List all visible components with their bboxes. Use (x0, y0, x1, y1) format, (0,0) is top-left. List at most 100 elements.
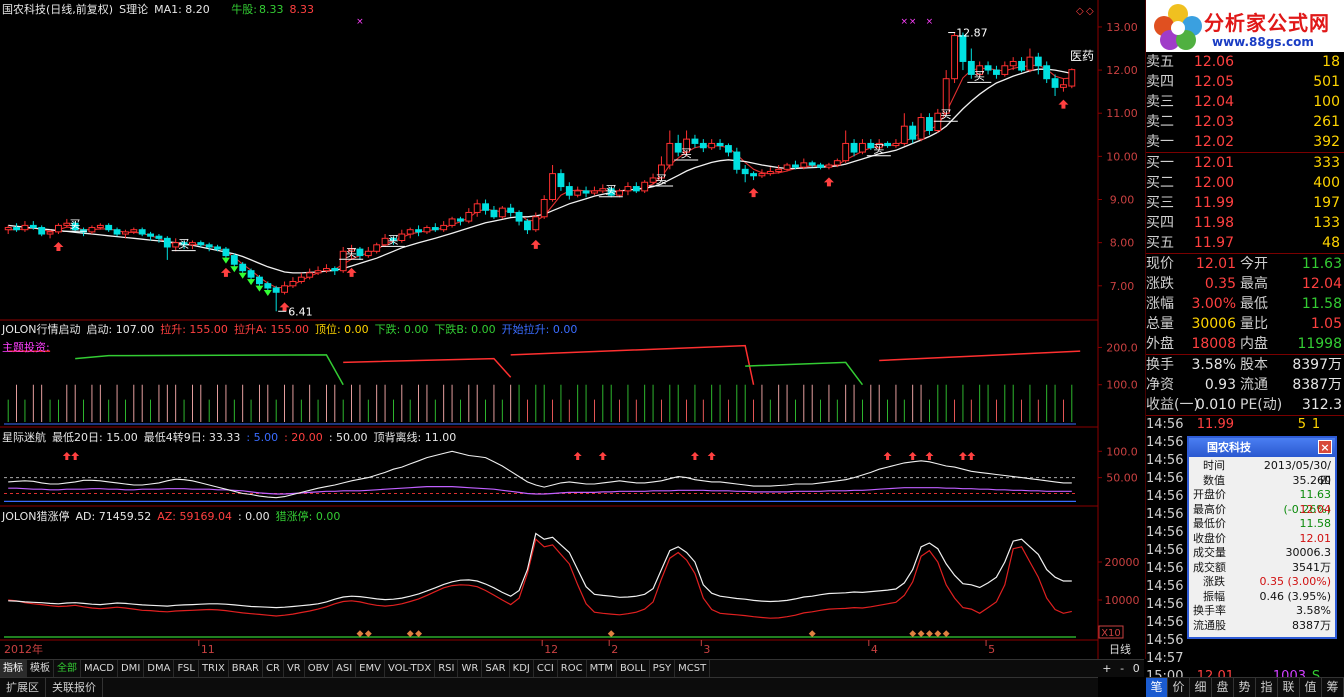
detail-tab-6[interactable]: 联 (1278, 678, 1300, 697)
bid-row[interactable]: 买四 11.98 133 (1146, 213, 1344, 233)
tab-obv[interactable]: OBV (305, 660, 333, 677)
panel3-name: 星际迷航 (2, 431, 46, 444)
ask-row[interactable]: 卖二 12.03 261 (1146, 112, 1344, 132)
candle-body (356, 248, 364, 257)
logo-url[interactable]: www.88gs.com (1212, 35, 1314, 49)
ask-row[interactable]: 卖三 12.04 100 (1146, 92, 1344, 112)
chart-area[interactable]: 13.0012.0011.0010.009.008.007.00买买买买买买买买… (0, 0, 1146, 659)
detail-tab-4[interactable]: 势 (1234, 678, 1256, 697)
tab-boll[interactable]: BOLL (617, 660, 650, 677)
tab-cr[interactable]: CR (263, 660, 284, 677)
panel4-diamond-icon: ◆ (934, 629, 941, 639)
stat-label: PE(动) (1240, 397, 1283, 413)
candle-body (197, 242, 205, 246)
ask-price: 12.05 (1193, 74, 1234, 90)
panel-diamond-icon: ◇ (1086, 6, 1094, 17)
bid-price: 12.01 (1193, 155, 1234, 171)
panel3-up-arrow-icon (573, 452, 582, 460)
popup-label: 振幅 (1203, 589, 1225, 603)
candle-body (917, 117, 925, 140)
tab-wr[interactable]: WR (458, 660, 483, 677)
zoom-in-button[interactable]: + (1102, 662, 1112, 675)
tab-fsl[interactable]: FSL (174, 660, 199, 677)
candle-body (465, 211, 473, 222)
bid-volume: 48 (1322, 235, 1340, 251)
candle-body (641, 181, 649, 192)
candle-body (800, 162, 808, 168)
popup-label: 流通股 (1193, 618, 1226, 632)
popup-title[interactable]: 国农科技 × (1189, 438, 1335, 457)
ask-row[interactable]: 卖四 12.05 501 (1146, 72, 1344, 92)
tick-row: 14:56 (1146, 470, 1344, 488)
tab-dmi[interactable]: DMI (118, 660, 145, 677)
up-arrow-icon (530, 239, 541, 249)
tab-cci[interactable]: CCI (534, 660, 558, 677)
tick-row: 14:57 (1146, 650, 1344, 668)
tab-macd[interactable]: MACD (81, 660, 118, 677)
tab-指标[interactable]: 指标 (0, 660, 27, 677)
candle-body (808, 162, 816, 166)
tab-mtm[interactable]: MTM (587, 660, 617, 677)
detail-tab-2[interactable]: 细 (1190, 678, 1212, 697)
candle-body (699, 142, 707, 149)
close-icon[interactable]: × (1318, 440, 1332, 454)
tab-vr[interactable]: VR (284, 660, 305, 677)
bull-value-2: 8.33 (289, 3, 315, 16)
candle-body (1051, 78, 1059, 88)
ask-row[interactable]: 卖一 12.02 392 (1146, 132, 1344, 152)
up-arrow-icon (823, 177, 834, 187)
tab-roc[interactable]: ROC (558, 660, 587, 677)
candle-body (1001, 65, 1009, 75)
tab-trix[interactable]: TRIX (199, 660, 229, 677)
zoom-out-button[interactable]: - (1120, 662, 1125, 675)
tab-brar[interactable]: BRAR (229, 660, 263, 677)
candle-body (180, 242, 188, 246)
bid-row[interactable]: 买二 12.00 400 (1146, 173, 1344, 193)
tab-emv[interactable]: EMV (356, 660, 385, 677)
candle-body (46, 231, 54, 235)
stat-value: 0.010 (1195, 397, 1236, 413)
tab-rsi[interactable]: RSI (435, 660, 459, 677)
bid-row[interactable]: 买三 11.99 197 (1146, 193, 1344, 213)
detail-tab-0[interactable]: 笔 (1146, 678, 1168, 697)
tab2-1[interactable]: 关联报价 (46, 678, 103, 697)
panel2-axis-label: 200.0 (1106, 341, 1138, 354)
top-marker-icon: × (909, 17, 917, 27)
tab-vol-tdx[interactable]: VOL-TDX (385, 660, 436, 677)
tab-asi[interactable]: ASI (333, 660, 357, 677)
x-axis-label: 12 (544, 643, 558, 656)
theme-investment-label: 主题投资: (2, 341, 50, 354)
ask-row[interactable]: 卖五 12.06 18 (1146, 52, 1344, 72)
panel2-value-1: 拉升: 155.00 (160, 323, 228, 336)
panel3-axis-label: 50.00 (1106, 472, 1138, 485)
tab2-0[interactable]: 扩展区 (0, 678, 46, 697)
popup-row: 时间 2013/05/30/四 (1193, 459, 1331, 487)
tab-psy[interactable]: PSY (650, 660, 676, 677)
tab-kdj[interactable]: KDJ (510, 660, 534, 677)
tab-sar[interactable]: SAR (482, 660, 510, 677)
tab-模板[interactable]: 模板 (27, 660, 54, 677)
bid-row[interactable]: 买五 11.97 48 (1146, 233, 1344, 253)
stat-row: 现价 12.01 今开 11.63 (1146, 254, 1344, 274)
detail-tab-3[interactable]: 盘 (1212, 678, 1234, 697)
tab-全部[interactable]: 全部 (54, 660, 81, 677)
bid-row[interactable]: 买一 12.01 333 (1146, 153, 1344, 173)
panel4-diamond-icon: ◆ (926, 629, 933, 639)
detail-tab-8[interactable]: 筹 (1322, 678, 1344, 697)
candle-body (1018, 60, 1025, 71)
detail-tab-1[interactable]: 价 (1168, 678, 1190, 697)
panel3-value-3: : 20.00 (284, 431, 323, 444)
tab-mcst[interactable]: MCST (675, 660, 711, 677)
detail-tab-7[interactable]: 值 (1300, 678, 1322, 697)
candle-body (130, 229, 138, 233)
detail-tab-5[interactable]: 指 (1256, 678, 1278, 697)
panel2-green-trend (745, 361, 864, 386)
ask-label: 卖四 (1146, 74, 1174, 90)
panel4-red-line (8, 538, 1072, 619)
popup-body: 时间 2013/05/30/四 数值 35.260 开盘价 11.63 (-0.26%) 最… (1189, 457, 1335, 635)
tick-time: 14:56 (1146, 561, 1184, 576)
panel4-diamond-icon: ◆ (608, 629, 615, 639)
tab-dma[interactable]: DMA (144, 660, 175, 677)
stat-value: 8387万 (1292, 377, 1342, 393)
zoom-reset-button[interactable]: 0 (1132, 662, 1140, 675)
